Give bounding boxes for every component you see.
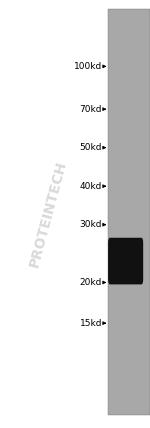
Text: 30kd: 30kd xyxy=(80,220,102,229)
Text: 50kd: 50kd xyxy=(80,143,102,152)
FancyBboxPatch shape xyxy=(108,238,143,284)
Text: 40kd: 40kd xyxy=(80,181,102,191)
Text: PROTEINTECH: PROTEINTECH xyxy=(27,159,69,269)
Bar xyxy=(108,9,150,415)
Text: 100kd: 100kd xyxy=(74,62,102,71)
Text: 15kd: 15kd xyxy=(80,318,102,328)
Text: 70kd: 70kd xyxy=(80,104,102,114)
Text: 20kd: 20kd xyxy=(80,278,102,287)
